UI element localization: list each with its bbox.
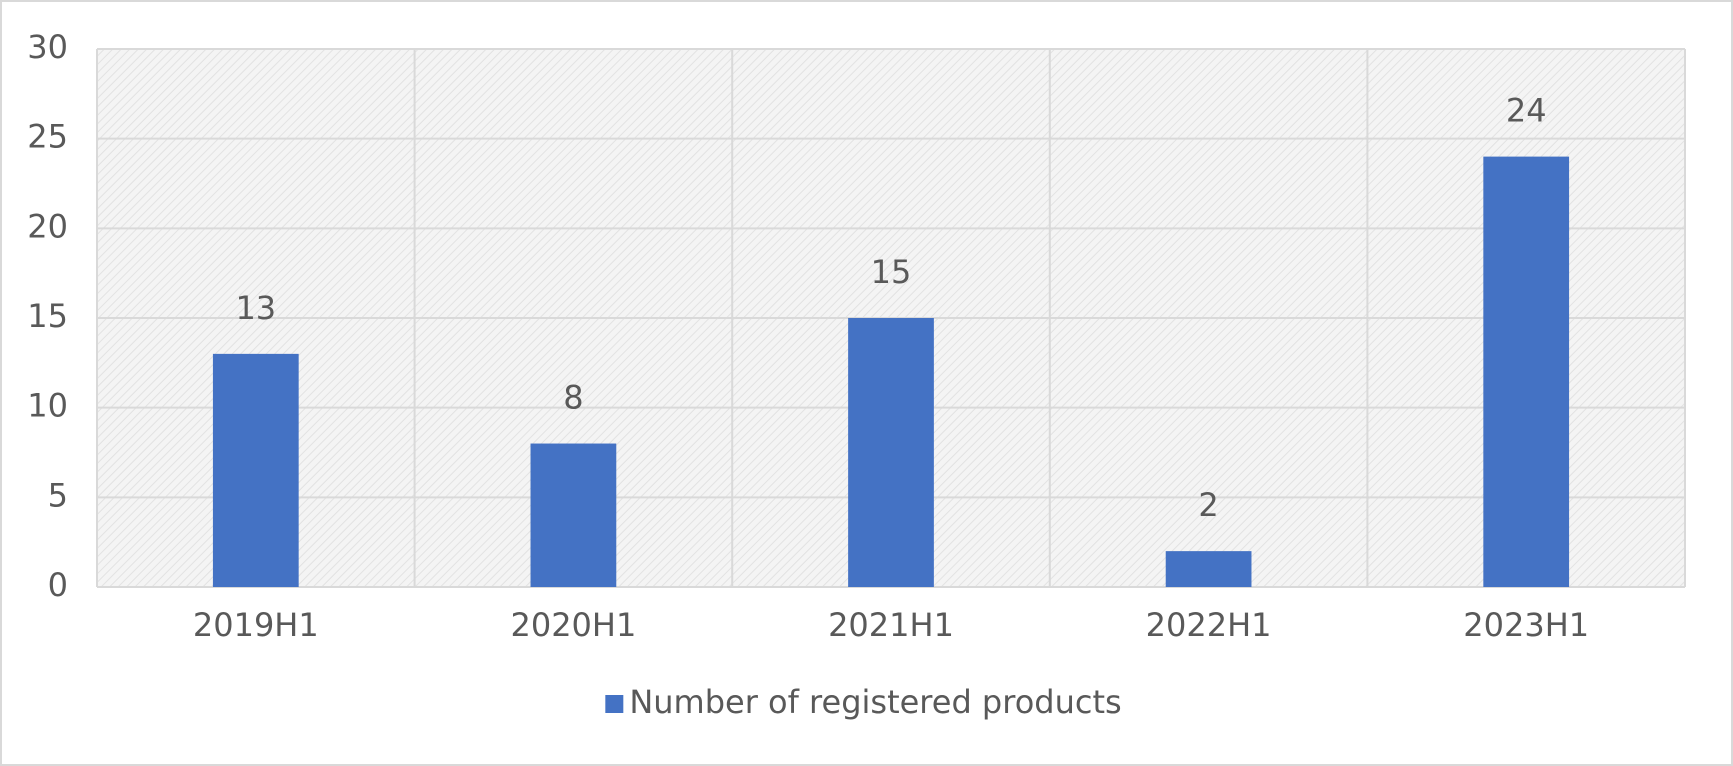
x-tick-label: 2019H1 xyxy=(193,606,319,644)
x-tick-label: 2021H1 xyxy=(828,606,954,644)
y-tick-label: 30 xyxy=(27,28,68,66)
bar xyxy=(848,318,934,587)
data-label: 8 xyxy=(563,379,583,417)
y-tick-label: 15 xyxy=(27,297,68,335)
bar xyxy=(530,443,617,587)
data-label: 24 xyxy=(1506,92,1547,130)
legend-swatch xyxy=(605,695,624,713)
legend-label: Number of registered products xyxy=(629,683,1121,721)
x-tick-label: 2023H1 xyxy=(1463,606,1589,644)
y-tick-label: 5 xyxy=(48,476,68,514)
y-tick-label: 20 xyxy=(27,207,68,245)
y-tick-label: 25 xyxy=(27,118,68,156)
data-label: 13 xyxy=(235,289,276,327)
x-tick-label: 2022H1 xyxy=(1146,606,1272,644)
data-label: 2 xyxy=(1198,486,1218,524)
y-tick-label: 0 xyxy=(48,566,68,604)
data-label: 15 xyxy=(871,253,912,291)
bar xyxy=(212,353,299,587)
y-tick-label: 10 xyxy=(27,387,68,425)
bar xyxy=(1483,156,1570,587)
x-tick-label: 2020H1 xyxy=(510,606,636,644)
bar xyxy=(1165,551,1252,587)
